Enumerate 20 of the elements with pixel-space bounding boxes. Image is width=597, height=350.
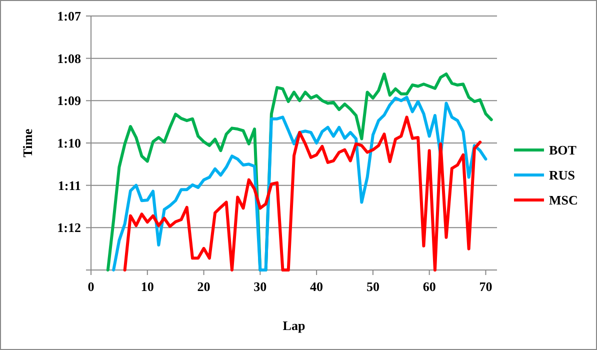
x-tick-label: 0: [88, 279, 94, 294]
x-axis-title: Lap: [282, 318, 306, 333]
x-tick-label: 40: [310, 279, 324, 294]
y-tick-label: 1:11: [58, 178, 81, 193]
legend-label: RUS: [549, 168, 576, 183]
x-tick-label: 10: [140, 279, 154, 294]
x-tick-label: 60: [422, 279, 436, 294]
x-tick-label: 70: [479, 279, 492, 294]
x-tick-label: 30: [254, 279, 267, 294]
legend-label: BOT: [549, 142, 577, 158]
line-series: [123, 116, 482, 272]
x-tick-label: 50: [366, 279, 380, 294]
x-tick-label: 20: [197, 279, 210, 294]
y-tick-label: 1:10: [57, 136, 81, 151]
y-tick-label: 1:12: [57, 220, 81, 236]
legend-label: MSC: [549, 192, 578, 208]
y-axis-title: Time: [20, 128, 35, 158]
y-tick-label: 1:09: [57, 93, 82, 108]
y-tick-label: 1:08: [57, 50, 82, 66]
y-tick-label: 1:07: [57, 8, 82, 24]
